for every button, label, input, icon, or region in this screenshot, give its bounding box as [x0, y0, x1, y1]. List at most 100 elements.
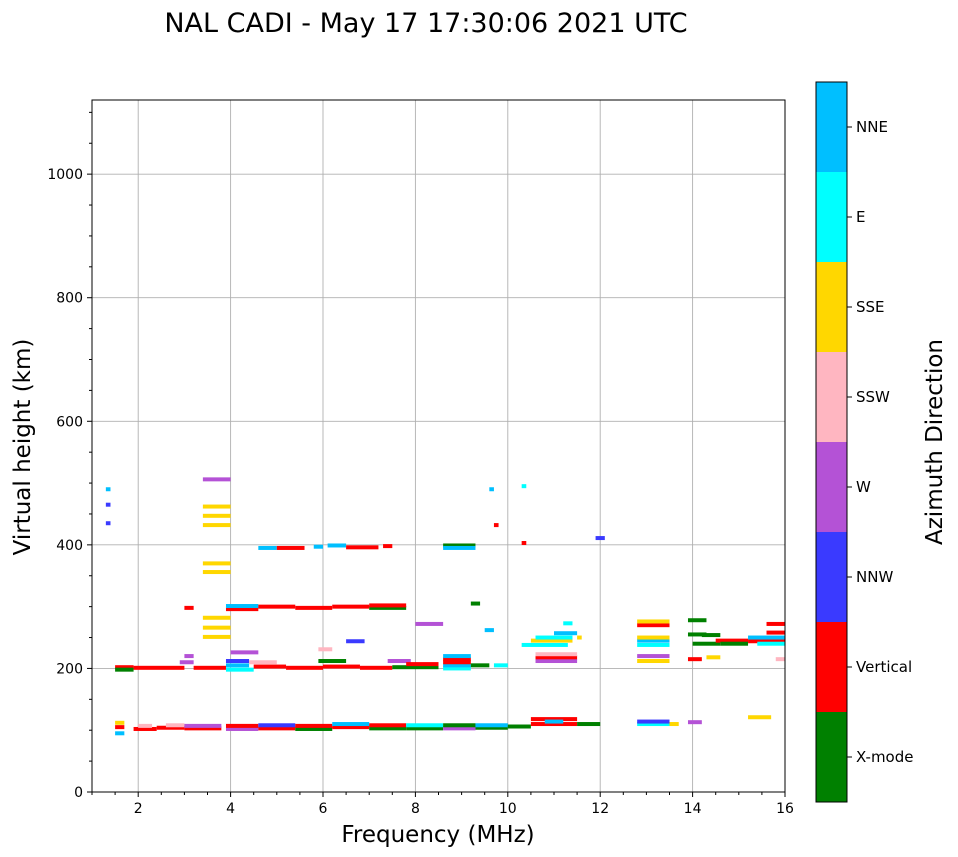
echo-segment	[115, 665, 134, 670]
echo-segment	[443, 543, 476, 548]
colorbar-tick-label: NNW	[856, 568, 893, 586]
colorbar-tick-label: X-mode	[856, 748, 913, 766]
x-tick-label: 14	[684, 801, 702, 817]
echo-segment	[470, 601, 481, 606]
echo-segment	[775, 657, 785, 662]
echo-segment	[748, 639, 785, 644]
echo-segment	[475, 725, 508, 730]
echo-segment	[133, 726, 157, 731]
x-tick-label: 12	[591, 801, 609, 817]
echo-segment	[165, 723, 185, 728]
colorbar-swatch	[816, 172, 847, 262]
x-tick-label: 8	[411, 801, 420, 817]
echo-segment	[692, 641, 721, 646]
echo-segment	[332, 725, 370, 730]
echo-segment	[507, 724, 531, 729]
x-tick-label: 2	[134, 801, 143, 817]
echo-segment	[202, 570, 231, 575]
colorbar: X-mode Vertical NNW W SSW SSE E NNE	[815, 81, 913, 803]
echo-segment	[383, 544, 393, 549]
data-marks	[105, 477, 785, 736]
echo-segment	[535, 652, 578, 657]
echo-segment	[369, 603, 407, 608]
echo-segment	[133, 665, 185, 670]
echo-segment	[637, 638, 670, 643]
echo-segment	[701, 633, 721, 638]
echo-segment	[669, 722, 679, 727]
echo-segment	[156, 725, 185, 730]
echo-segment	[323, 664, 360, 669]
chart-title: NAL CADI - May 17 17:30:06 2021 UTC	[164, 8, 687, 39]
echo-segment	[443, 663, 471, 668]
x-tick-label: 6	[319, 801, 328, 817]
x-tick-label: 4	[226, 801, 235, 817]
echo-segment	[720, 641, 749, 646]
echo-segment	[577, 635, 582, 640]
echo-segment	[443, 654, 471, 659]
echo-segment	[415, 621, 444, 626]
echo-segment	[225, 663, 250, 668]
colorbar-tick-label: NNE	[856, 118, 888, 136]
colorbar-tick-label: E	[856, 208, 865, 226]
echo-segment	[115, 667, 134, 672]
echo-segment	[258, 723, 296, 728]
echo-segment	[563, 621, 573, 626]
echo-segment	[748, 715, 772, 720]
echo-segment	[184, 605, 194, 610]
colorbar-tick-label: Vertical	[856, 658, 912, 676]
echo-segment	[184, 723, 222, 728]
echo-segment	[225, 667, 254, 672]
echo-segment	[595, 536, 605, 541]
echo-segment	[687, 720, 702, 725]
echo-segment	[225, 723, 259, 728]
colorbar-swatch	[816, 352, 847, 442]
echo-segment	[225, 726, 259, 731]
echo-segment	[202, 523, 231, 528]
echo-segment	[369, 726, 407, 731]
echo-segment	[249, 660, 277, 665]
echo-segment	[766, 621, 785, 626]
y-tick-label: 0	[74, 785, 83, 801]
echo-segment	[225, 659, 250, 664]
echo-segment	[202, 634, 231, 639]
echo-segment	[253, 664, 287, 669]
echo-segment	[530, 638, 573, 643]
echo-segment	[276, 545, 305, 550]
echo-segment	[554, 631, 578, 636]
echo-segment	[387, 659, 411, 664]
echo-segment	[715, 638, 749, 643]
colorbar-tick-label: SSW	[856, 388, 890, 406]
echo-segment	[443, 666, 471, 671]
axes: 2 4 6 8 10 12 14 16 0 200 400 600 800 1000	[47, 111, 794, 817]
colorbar-swatch	[816, 82, 847, 172]
echo-segment	[184, 654, 194, 659]
echo-segment	[493, 663, 508, 668]
echo-segment	[225, 604, 259, 609]
x-tick-label: 16	[776, 801, 794, 817]
echo-segment	[637, 722, 670, 727]
echo-segment	[193, 665, 226, 670]
echo-segment	[105, 487, 111, 492]
y-tick-label: 800	[56, 291, 83, 307]
echo-segment	[258, 726, 296, 731]
echo-segment	[406, 723, 444, 728]
echo-segment	[346, 545, 379, 550]
echo-segment	[757, 641, 785, 646]
echo-segment	[637, 659, 670, 664]
echo-segment	[521, 541, 527, 546]
echo-segment	[521, 484, 527, 489]
echo-segment	[202, 477, 231, 482]
echo-segment	[475, 723, 508, 728]
echo-segment	[535, 635, 573, 640]
echo-segment	[295, 723, 333, 728]
echo-segment	[332, 604, 370, 609]
echo-segment	[392, 665, 439, 670]
echo-segment	[369, 723, 407, 728]
echo-segment	[346, 639, 365, 644]
echo-segment	[470, 663, 490, 668]
echo-segment	[530, 717, 578, 722]
echo-segment	[443, 726, 476, 731]
y-tick-label: 200	[56, 661, 83, 677]
colorbar-label: Azimuth Direction	[922, 339, 948, 545]
